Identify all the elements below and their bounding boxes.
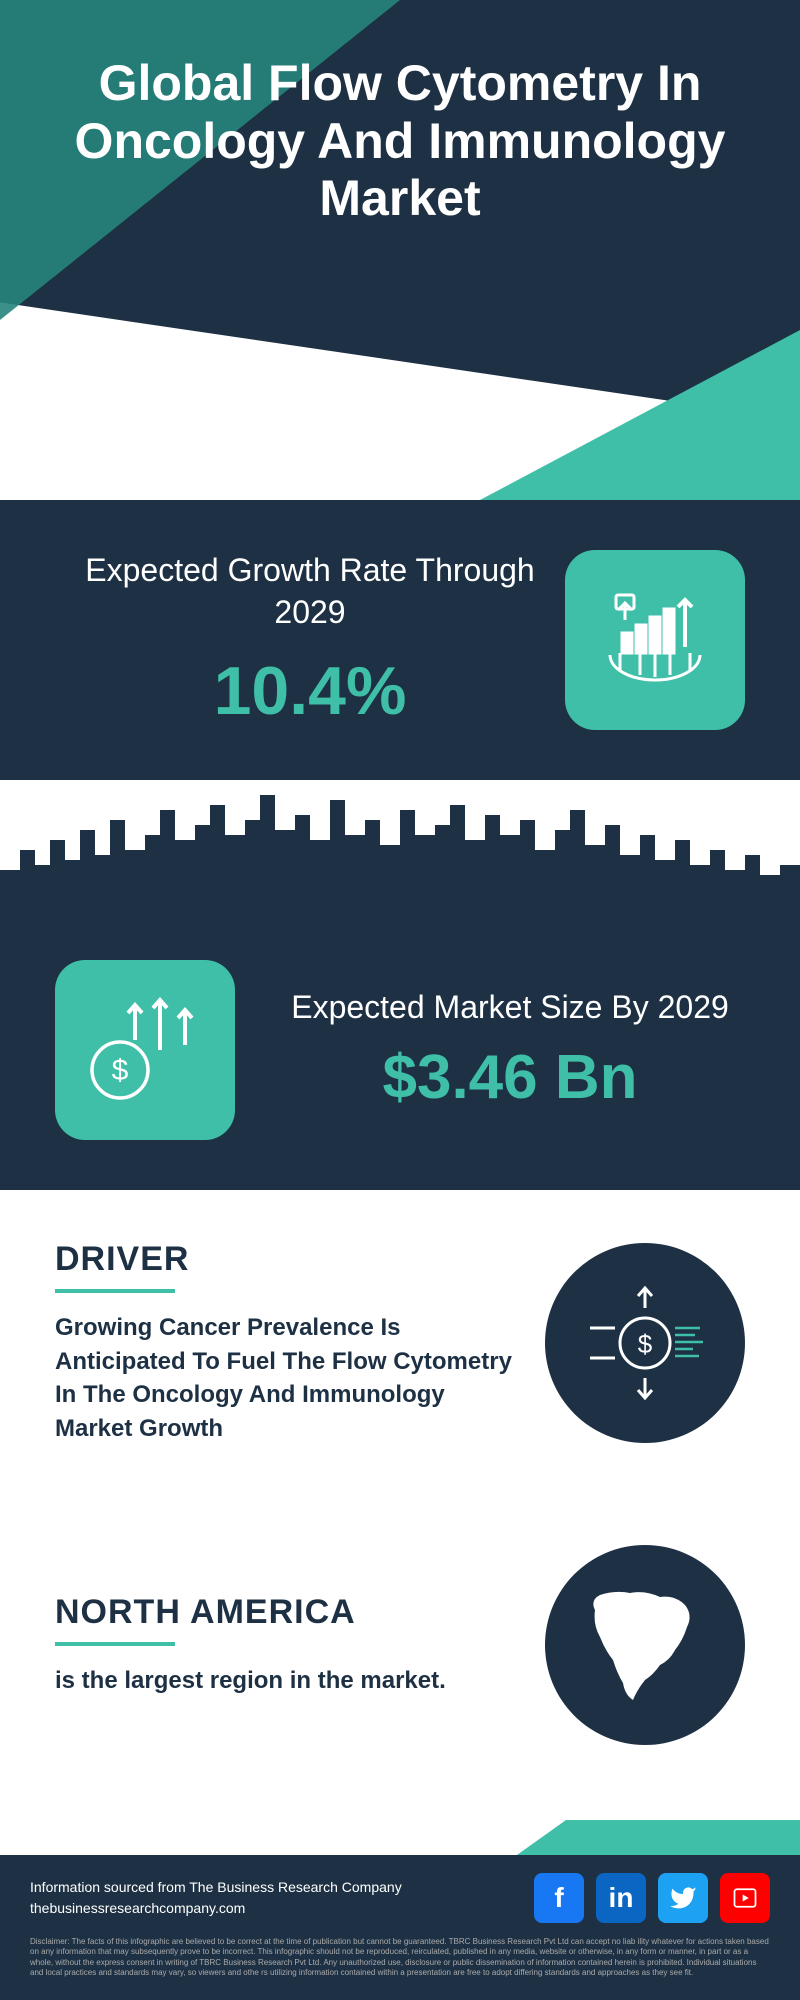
region-section: NORTH AMERICA is the largest region in t… (0, 1495, 800, 1795)
page-title: Global Flow Cytometry In Oncology And Im… (0, 55, 800, 228)
social-icons: f in (534, 1873, 770, 1923)
region-body: is the largest region in the market. (55, 1664, 515, 1698)
driver-body: Growing Cancer Prevalence Is Anticipated… (55, 1311, 515, 1445)
youtube-icon[interactable] (720, 1873, 770, 1923)
skyline-divider (0, 780, 800, 910)
facebook-icon[interactable]: f (534, 1873, 584, 1923)
source-line-2: thebusinessresearchcompany.com (30, 1898, 402, 1919)
disclaimer-text: Disclaimer: The facts of this infographi… (30, 1937, 770, 1979)
driver-heading: DRIVER (55, 1240, 515, 1279)
source-line-1: Information sourced from The Business Re… (30, 1877, 402, 1898)
linkedin-icon[interactable]: in (596, 1873, 646, 1923)
region-heading: NORTH AMERICA (55, 1593, 515, 1632)
footer-source: Information sourced from The Business Re… (30, 1877, 402, 1919)
footer-row: Information sourced from The Business Re… (30, 1873, 770, 1923)
market-icon-box: $ (55, 960, 235, 1140)
region-underline (55, 1642, 175, 1646)
svg-text:$: $ (638, 1329, 653, 1359)
driver-text-block: DRIVER Growing Cancer Prevalence Is Anti… (55, 1240, 515, 1445)
market-text: Expected Market Size By 2029 $3.46 Bn (275, 987, 745, 1114)
market-size-section: $ Expected Market Size By 2029 $3.46 Bn (0, 910, 800, 1190)
footer-dark-bar: Information sourced from The Business Re… (0, 1855, 800, 2000)
svg-text:$: $ (112, 1054, 129, 1087)
dollar-arrows-icon: $ (80, 985, 210, 1115)
growth-icon-box (565, 550, 745, 730)
growth-section: Expected Growth Rate Through 2029 10.4% (0, 500, 800, 780)
growth-value: 10.4% (55, 652, 565, 730)
driver-icon-circle: $ (545, 1243, 745, 1443)
north-america-map-icon (565, 1565, 725, 1725)
growth-text: Expected Growth Rate Through 2029 10.4% (55, 550, 565, 729)
growth-label: Expected Growth Rate Through 2029 (55, 550, 565, 633)
globe-chart-icon (590, 575, 720, 705)
driver-section: DRIVER Growing Cancer Prevalence Is Anti… (0, 1190, 800, 1495)
market-value: $3.46 Bn (275, 1042, 745, 1113)
money-flow-icon: $ (575, 1273, 715, 1413)
twitter-icon[interactable] (658, 1873, 708, 1923)
footer-block: Information sourced from The Business Re… (0, 1770, 800, 2000)
market-label: Expected Market Size By 2029 (275, 987, 745, 1029)
header-block: Global Flow Cytometry In Oncology And Im… (0, 0, 800, 500)
region-text-block: NORTH AMERICA is the largest region in t… (55, 1593, 515, 1698)
region-icon-circle (545, 1545, 745, 1745)
driver-underline (55, 1289, 175, 1293)
